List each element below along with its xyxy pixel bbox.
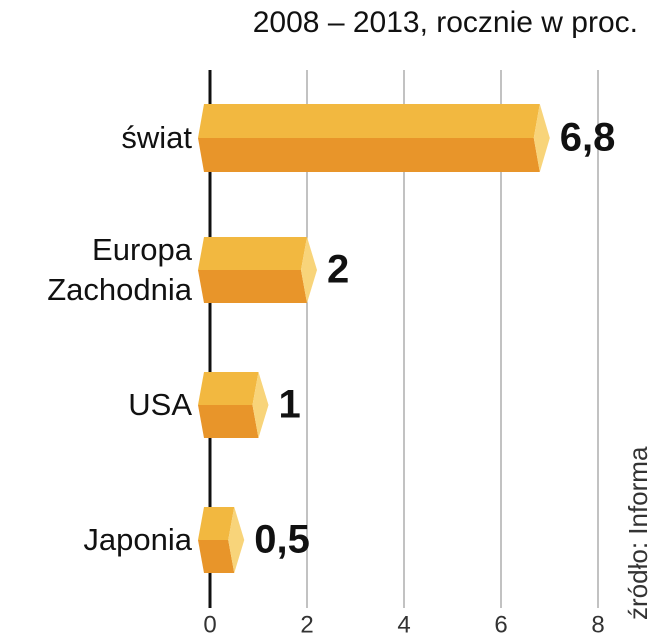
bar-shade [198,270,307,303]
value-label: 0,5 [254,518,310,562]
x-tick-label: 2 [300,611,313,638]
chart-subtitle: 2008 – 2013, rocznie w proc. [253,6,638,39]
bar-end [252,372,269,438]
value-label: 1 [279,383,301,427]
value-label: 2 [327,248,349,292]
value-label: 6,8 [560,116,616,160]
category-label: Japonia [83,522,192,557]
bar-end [301,237,317,303]
source-note: źródło: Informa [623,446,650,620]
bar-shade [198,138,540,172]
bar [198,507,235,540]
bar-shade [198,540,235,573]
x-tick-label: 6 [494,611,507,638]
bar [198,104,540,138]
bar-end [533,104,550,172]
category-label: USA [128,387,192,422]
category-label: świat [121,120,192,155]
category-label: Europa Zachodnia [47,232,192,307]
bar-shade [198,405,259,438]
x-tick-label: 4 [397,611,410,638]
bar [198,237,307,270]
x-tick-label: 0 [203,611,216,638]
x-tick-label: 8 [591,611,604,638]
bar-end [228,507,245,573]
bar [198,372,259,405]
